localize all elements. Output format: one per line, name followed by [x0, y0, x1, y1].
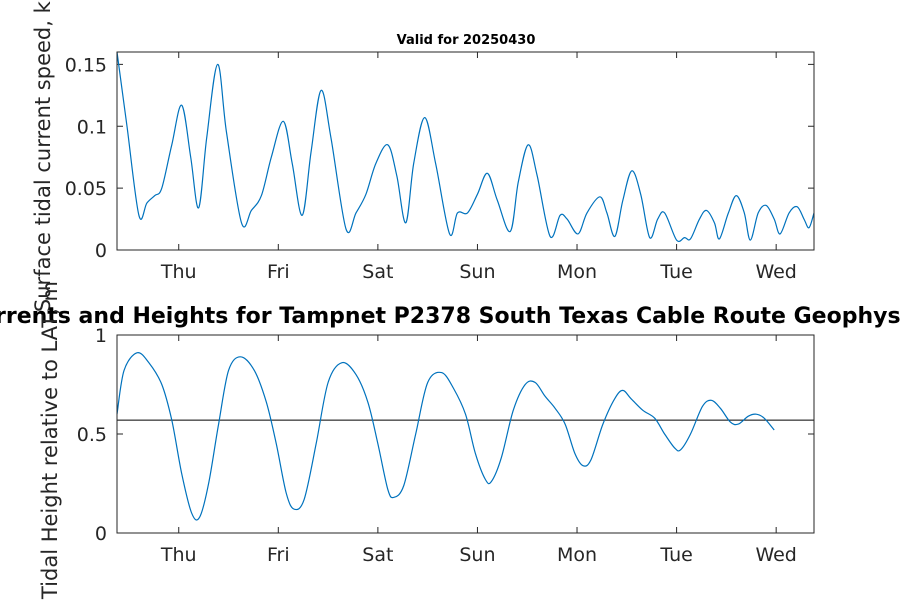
- current-chart-title: Valid for 20250430: [397, 33, 536, 48]
- current-x-tick-label: Sat: [362, 261, 393, 283]
- height-x-tick-label: Sat: [362, 544, 393, 566]
- current-x-tick-label: Tue: [659, 261, 692, 283]
- height-x-tick-label: Mon: [557, 544, 597, 566]
- height-y-axis-label: Tidal Height relative to LAT, m: [38, 281, 62, 600]
- current-x-tick-label: Mon: [557, 261, 597, 283]
- height-y-tick-label: 0.5: [77, 424, 107, 446]
- height-x-ticks: Thu Fri Sat Sun Mon Tue Wed: [160, 335, 797, 566]
- height-axes-frame: [116, 334, 815, 534]
- current-y-ticks: 0 0.05 0.1 0.15: [65, 54, 814, 262]
- height-x-tick-label: Wed: [755, 544, 796, 566]
- figure-title: Tidal Currents and Heights for Tampnet P…: [0, 304, 900, 329]
- height-x-tick-label: Sun: [459, 544, 495, 566]
- current-y-tick-label: 0.1: [77, 116, 107, 138]
- current-x-ticks: Thu Fri Sat Sun Mon Tue Wed: [160, 52, 797, 283]
- current-axes-frame: [116, 51, 815, 251]
- current-y-tick-label: 0.05: [65, 178, 107, 200]
- height-x-tick-label: Thu: [160, 544, 197, 566]
- tidal-height-axes: Tidal Height relative to LAT, m Thu Fri Sa…: [38, 281, 815, 600]
- tidal-height-line: [116, 352, 775, 521]
- current-x-tick-label: Sun: [459, 261, 495, 283]
- height-y-ticks: 00.51: [77, 325, 814, 545]
- height-y-tick-label: 0: [95, 523, 107, 545]
- current-y-tick-label: 0.15: [65, 54, 107, 76]
- current-x-tick-label: Thu: [160, 261, 197, 283]
- height-x-tick-label: Tue: [659, 544, 692, 566]
- height-x-tick-label: Fri: [267, 544, 290, 566]
- height-y-tick-label: 1: [95, 325, 107, 347]
- current-x-tick-label: Wed: [755, 261, 796, 283]
- current-y-axis-label: Surface tidal current speed, kn: [31, 0, 55, 312]
- current-speed-axes: Valid for 20250430 Surface tidal current…: [31, 0, 815, 312]
- current-speed-line: [116, 51, 815, 243]
- current-x-tick-label: Fri: [267, 261, 290, 283]
- current-y-tick-label: 0: [95, 240, 107, 262]
